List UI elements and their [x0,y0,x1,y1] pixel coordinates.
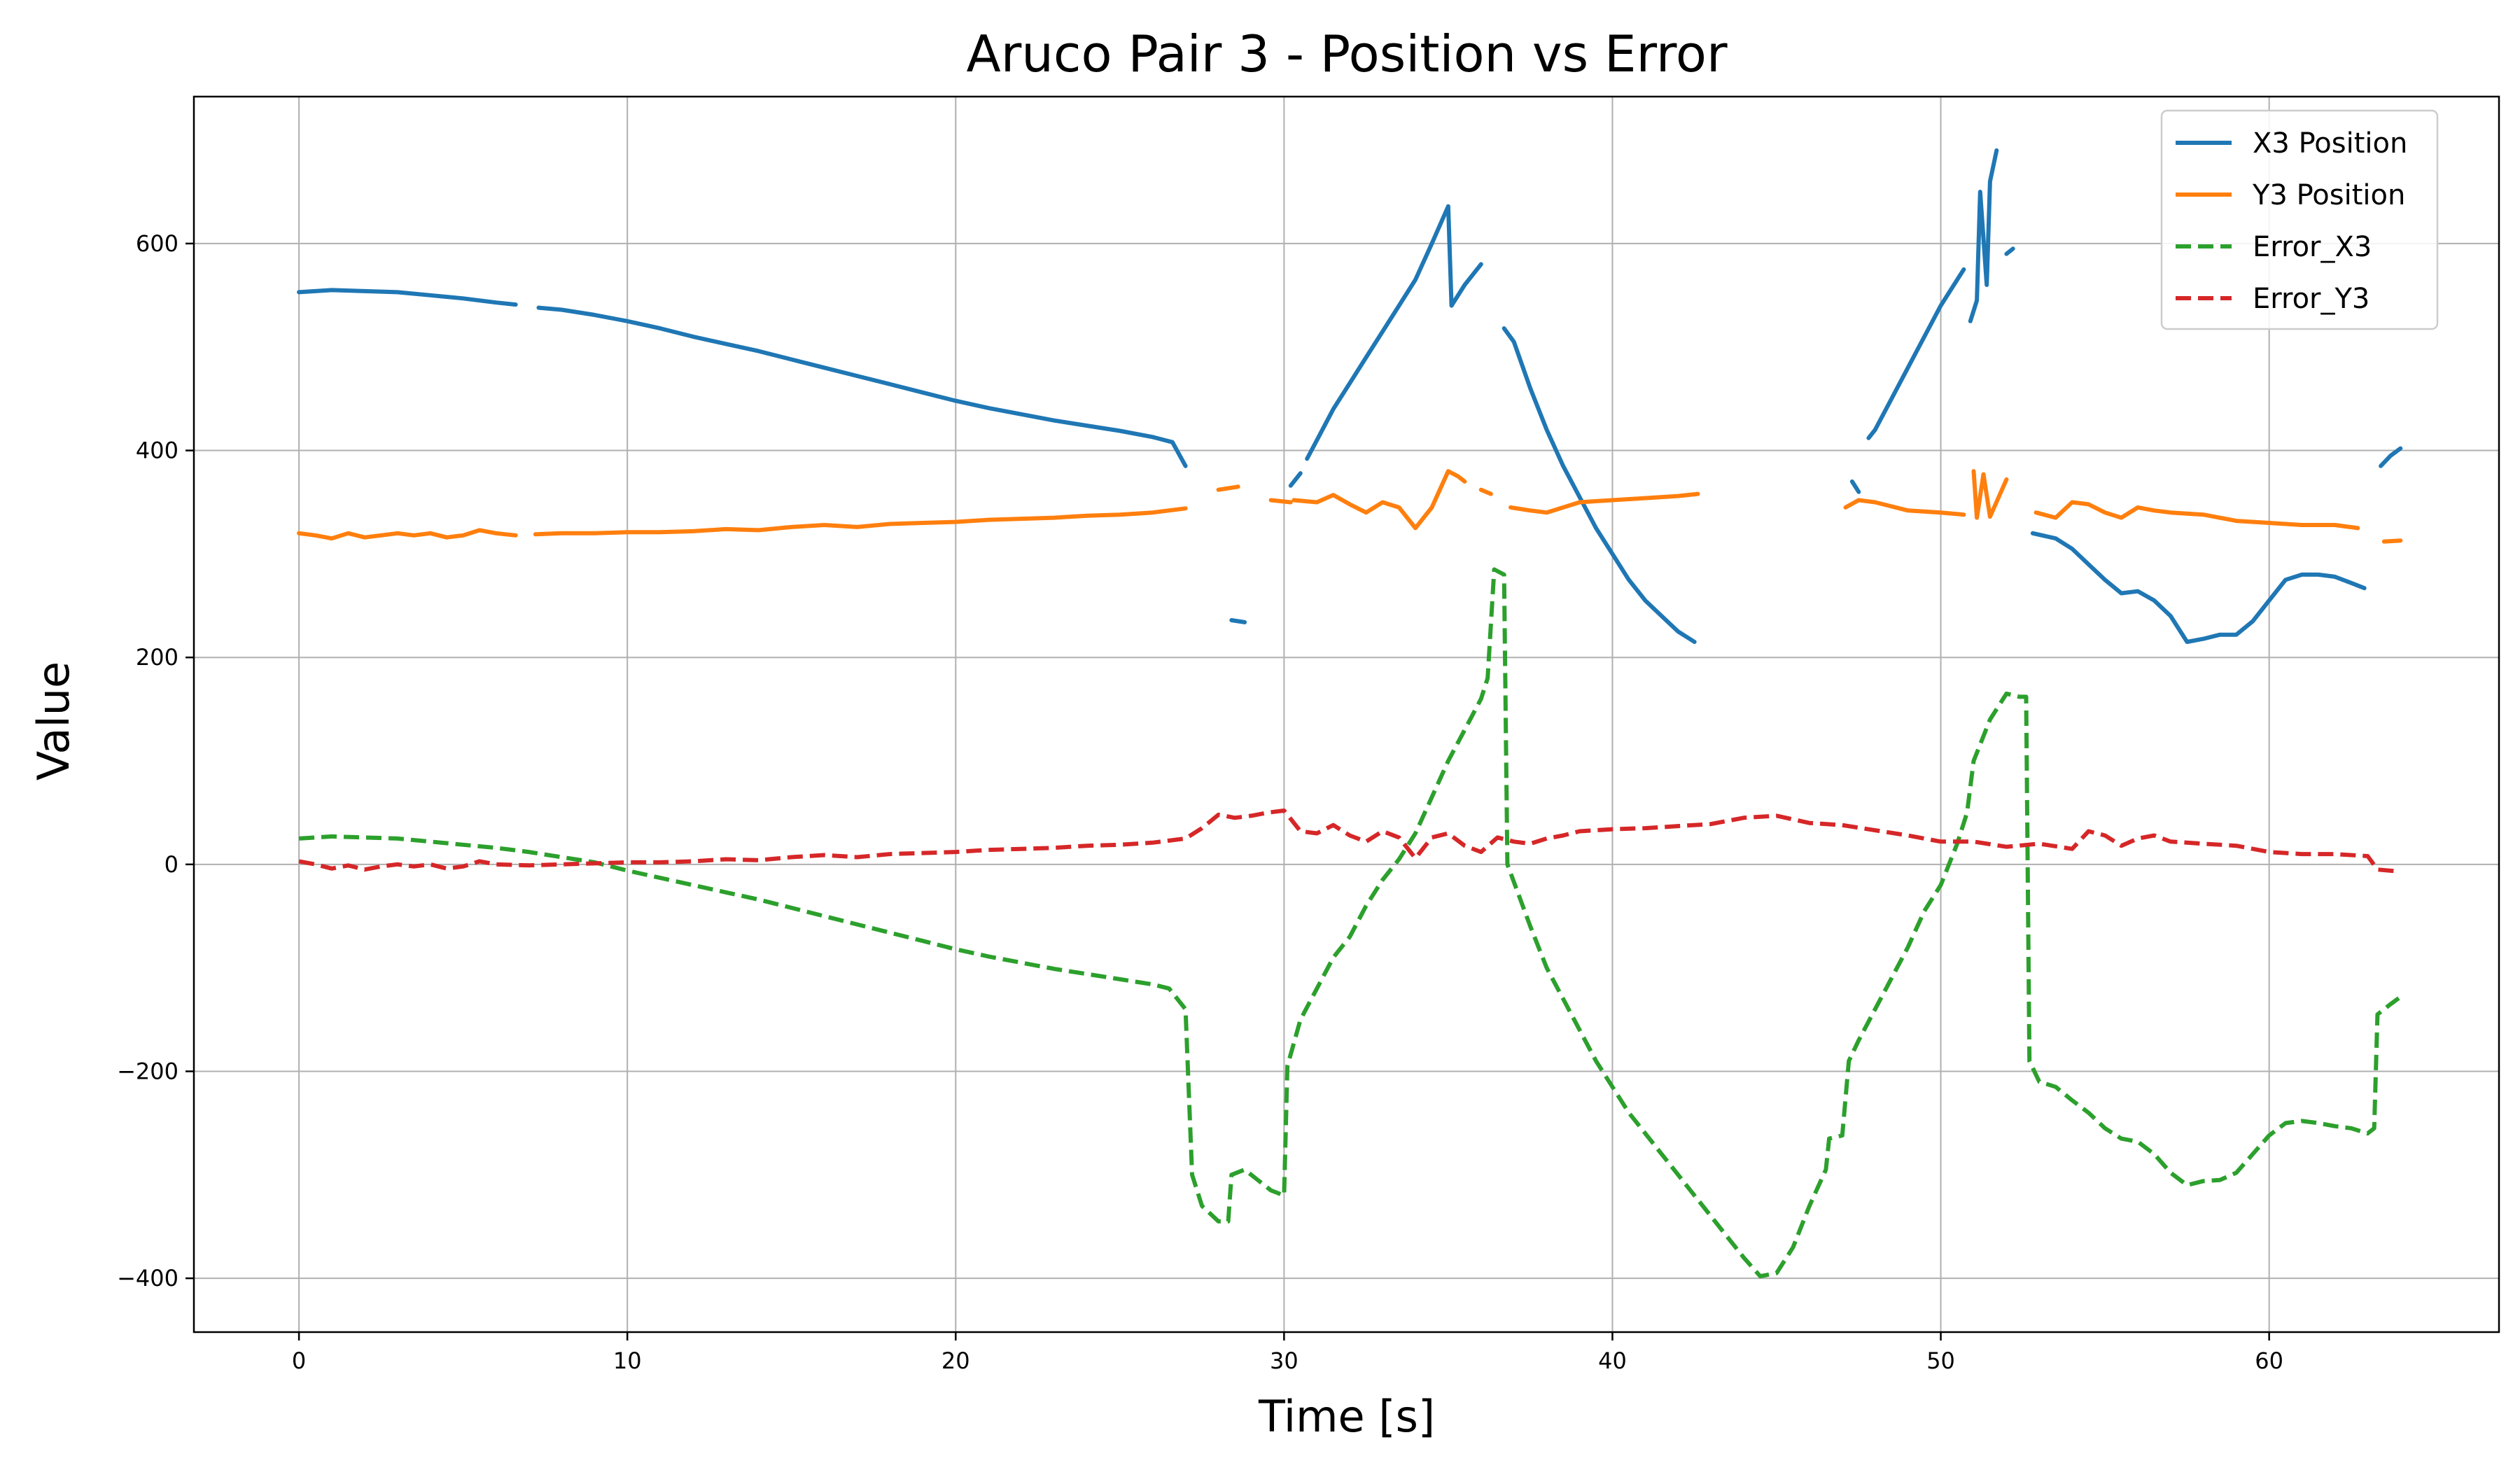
y-tick-label: −400 [117,1265,178,1292]
plot-frame [192,95,2500,1334]
y-axis: −400 −200 0 200 400 600 [117,230,194,1292]
series-line [2030,531,2367,644]
series-line [1305,204,1483,461]
series-line [297,288,518,307]
y-tick-label: 200 [136,644,178,671]
series-line [1292,469,1467,531]
series-line [536,305,1188,468]
plot-area [192,95,2500,1334]
series-line [2381,538,2403,544]
legend-box [2160,109,2439,330]
legend-label: Error_Y3 [2253,283,2370,315]
series-line [2004,246,2015,256]
chart-title: Aruco Pair 3 - Position vs Error [966,24,1728,83]
x-tick-label: 30 [1270,1348,1298,1374]
series-layer [297,148,2403,1279]
series-line [1971,469,2009,520]
series-x3-position [297,148,2403,644]
x-tick-label: 40 [1598,1348,1627,1374]
series-line [1478,487,1493,496]
series-line [1968,148,1999,323]
legend-label: Y3 Position [2252,179,2405,211]
x-axis: 0 10 20 30 40 50 60 [292,1332,2283,1374]
x-axis-label: Time [s] [1258,1391,1435,1442]
legend-label: Error_X3 [2253,231,2372,263]
y-tick-label: −200 [117,1058,178,1084]
x-tick-label: 0 [292,1348,306,1374]
series-line [1849,479,1861,494]
series-line [298,808,2401,874]
x-tick-label: 50 [1926,1348,1955,1374]
series-line [1502,326,1697,644]
x-tick-label: 10 [613,1348,642,1374]
series-line [1508,491,1700,515]
x-tick-label: 20 [941,1348,970,1374]
series-line [1866,267,1966,440]
legend: X3 Position Y3 Position Error_X3 Error_Y3 [2160,109,2439,330]
y-tick-label: 600 [136,230,178,257]
x-tick-label: 60 [2255,1348,2283,1374]
series-line [1229,618,1247,624]
series-line [1216,484,1240,492]
series-error-x3 [298,567,2402,1279]
legend-label: X3 Position [2253,127,2407,160]
series-line [298,567,2402,1279]
series-line [1268,498,1293,505]
series-line [533,506,1188,537]
series-line [297,528,518,541]
series-line [2033,500,2360,531]
series-error-y3 [298,808,2401,874]
y-axis-label: Value [28,662,79,780]
series-y3-position [297,469,2403,544]
y-tick-label: 0 [164,851,178,878]
series-line [1288,471,1303,488]
series-line [2379,446,2403,468]
y-tick-label: 400 [136,438,178,464]
series-line [1843,498,1966,517]
